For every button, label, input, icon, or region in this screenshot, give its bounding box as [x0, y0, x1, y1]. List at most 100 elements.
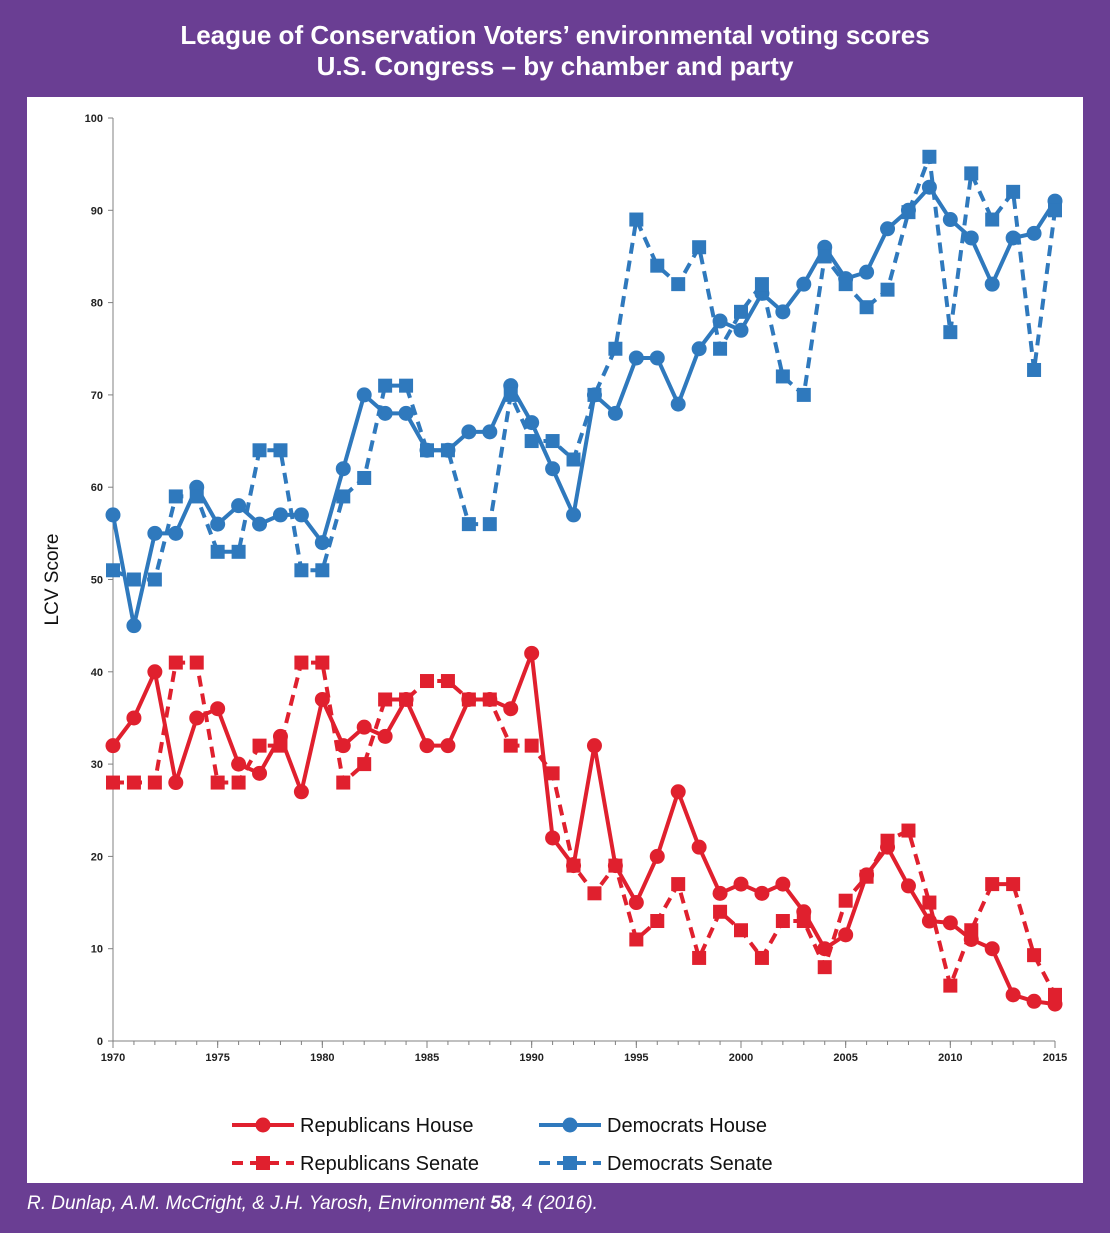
data-point [168, 775, 184, 791]
data-point [147, 525, 163, 541]
data-point [335, 461, 351, 477]
data-point [859, 300, 874, 315]
data-point [838, 893, 853, 908]
series-line [113, 660, 1057, 996]
data-point [775, 369, 790, 384]
series-democrats-house [105, 179, 1063, 634]
data-point [252, 443, 267, 458]
data-point [943, 325, 958, 340]
source-citation: R. Dunlap, A.M. McCright, & J.H. Yarosh,… [27, 1193, 598, 1215]
x-tick-label: 1995 [624, 1052, 648, 1064]
data-point [147, 572, 162, 587]
data-point [586, 738, 602, 754]
data-point [775, 914, 790, 929]
data-point [440, 738, 456, 754]
data-point [231, 756, 247, 772]
data-point [796, 276, 812, 292]
data-point [1006, 184, 1021, 199]
data-point [419, 738, 435, 754]
x-tick-label: 1990 [519, 1052, 543, 1064]
data-point [336, 489, 351, 504]
data-point [210, 701, 226, 717]
axes: 0 10 20 30 40 50 60 70 80 90 100 1970 1975 1980 1985 19… [42, 113, 1067, 1064]
data-point [566, 858, 581, 873]
legend-item-democrats-house: Democrats House [539, 1115, 767, 1137]
data-point [734, 304, 748, 319]
series-democrats-senate [106, 149, 1062, 587]
data-point [964, 166, 979, 181]
data-point [524, 738, 539, 753]
data-point [461, 517, 476, 532]
data-point [440, 443, 455, 458]
series-line [111, 651, 1056, 1007]
data-point [1026, 993, 1042, 1009]
data-point [294, 655, 309, 670]
data-point [399, 378, 414, 393]
chart-title-line-2: U.S. Congress – by chamber and party [316, 51, 794, 81]
data-point [147, 664, 163, 680]
data-point [817, 249, 832, 264]
line-chart: 0 10 20 30 40 50 60 70 80 90 100 1970 1975 1980 1985 19… [42, 113, 1067, 1175]
data-point [1027, 362, 1042, 377]
source-rest: , 4 (2016). [511, 1193, 598, 1214]
series-republicans-house [105, 645, 1063, 1012]
y-tick-label: 60 [91, 482, 103, 494]
data-point [503, 738, 518, 753]
data-point [670, 784, 686, 800]
series-line [112, 154, 1057, 582]
data-point [272, 507, 288, 523]
data-point [252, 765, 268, 781]
y-tick-label: 90 [91, 205, 103, 217]
legend-marker [255, 1117, 271, 1133]
data-point [189, 489, 204, 504]
data-point [461, 424, 477, 440]
data-point [734, 923, 748, 938]
y-tick-label: 50 [91, 575, 103, 587]
x-tick-label: 2000 [729, 1052, 753, 1064]
data-point [754, 885, 770, 901]
data-point [712, 885, 728, 901]
source-volume: 58 [490, 1193, 512, 1214]
data-point [545, 830, 561, 846]
data-point [398, 405, 414, 421]
chart-title-line-1: League of Conservation Voters’ environme… [180, 20, 930, 50]
data-point [357, 757, 372, 772]
legend-marker [256, 1156, 270, 1170]
data-point [106, 775, 120, 790]
data-point [1006, 877, 1021, 892]
data-point [126, 618, 142, 634]
data-point [984, 941, 1000, 957]
data-point [545, 461, 561, 477]
data-point [420, 674, 434, 689]
y-axis-label: LCV Score [42, 534, 63, 626]
source-authors: R. Dunlap, A.M. McCright, & J.H. Yarosh, [27, 1193, 379, 1214]
data-point [377, 728, 393, 744]
data-point [126, 710, 142, 726]
data-point [692, 240, 707, 255]
data-point [524, 645, 540, 661]
data-point [106, 563, 120, 578]
data-point [189, 710, 205, 726]
x-tick-label: 1970 [101, 1052, 125, 1064]
data-point [859, 869, 874, 884]
data-point [629, 932, 644, 947]
data-point [503, 387, 518, 402]
data-point [796, 387, 811, 402]
legend-marker [562, 1117, 578, 1133]
data-point [649, 350, 665, 366]
series-lines [105, 149, 1063, 1012]
data-point [691, 839, 707, 855]
data-point [210, 544, 225, 559]
data-point [210, 516, 226, 532]
data-point [399, 692, 414, 707]
data-point [105, 507, 121, 523]
data-point [294, 563, 309, 578]
data-point [713, 341, 728, 356]
x-tick-label: 1975 [205, 1052, 229, 1064]
data-point [922, 895, 937, 910]
data-point [378, 378, 393, 393]
data-point [545, 766, 560, 781]
data-point [880, 221, 896, 237]
data-point [671, 277, 686, 292]
chart-title: League of Conservation Voters’ environme… [0, 20, 1110, 82]
